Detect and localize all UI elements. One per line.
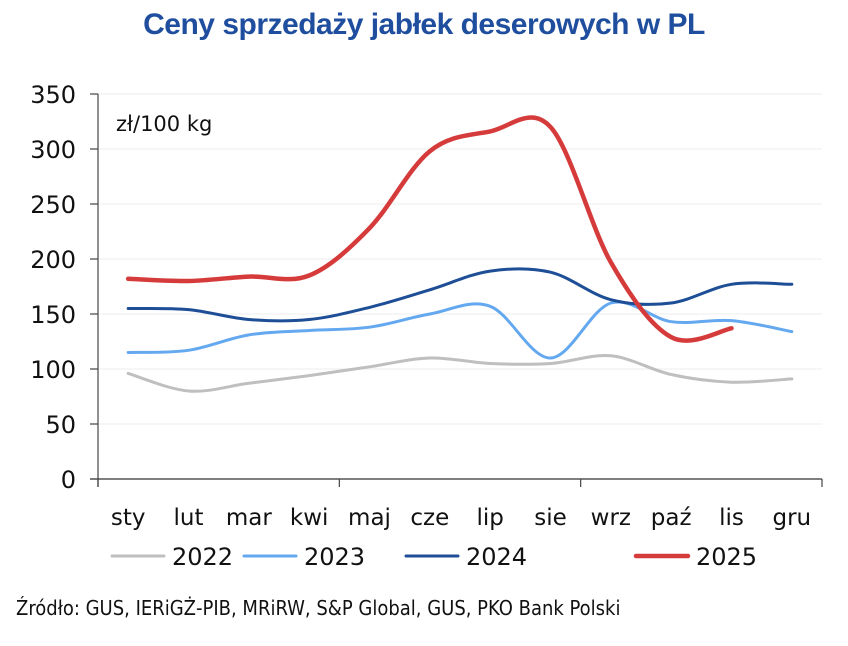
chart-title: Ceny sprzedaży jabłek deserowych w PL xyxy=(143,8,705,41)
y-tick-label: 0 xyxy=(61,466,76,494)
source-note: Źródło: GUS, IERiGŻ-PIB, MRiRW, S&P Glob… xyxy=(16,596,621,620)
line-chart: 0 50 100 150 200 250 300 350 sty lut mar kwi maj cze… xyxy=(30,81,823,571)
y-tick-label: 200 xyxy=(30,246,76,274)
legend-label-2022: 2022 xyxy=(172,543,233,571)
y-tick-label: 50 xyxy=(45,411,76,439)
series-line-2023 xyxy=(126,300,794,360)
x-tick-label: gru xyxy=(773,505,812,531)
legend-label-2023: 2023 xyxy=(304,543,365,571)
series-line-2025 xyxy=(125,115,734,343)
y-tick-label: 350 xyxy=(30,81,76,109)
x-tick-label: mar xyxy=(226,505,272,531)
y-tick-label: 250 xyxy=(30,191,76,219)
series-lines xyxy=(125,115,794,393)
x-tick-label: wrz xyxy=(591,505,631,531)
series-line-2022 xyxy=(126,354,794,393)
y-tick-label: 300 xyxy=(30,136,76,164)
y-tick-label: 100 xyxy=(30,356,76,384)
legend: 2022 2023 2024 2025 xyxy=(110,543,757,571)
unit-label: zł/100 kg xyxy=(116,112,212,136)
x-tick-label: sty xyxy=(111,505,146,531)
x-tick-label: kwi xyxy=(290,505,329,531)
legend-label-2025: 2025 xyxy=(696,543,757,571)
x-tick-label: sie xyxy=(534,505,567,531)
x-tick-label: maj xyxy=(348,505,391,531)
y-tick-label: 150 xyxy=(30,301,76,329)
x-tick-label: lis xyxy=(719,505,744,531)
x-tick-label: lip xyxy=(476,505,503,531)
axes xyxy=(90,94,822,487)
y-axis-ticks: 0 50 100 150 200 250 300 350 xyxy=(30,81,98,494)
x-tick-label: lut xyxy=(174,505,204,531)
series-line-2024 xyxy=(126,267,794,323)
x-tick-label: paź xyxy=(651,505,692,531)
x-axis-ticks: sty lut mar kwi maj cze lip sie wrz paź lis gru xyxy=(97,479,823,531)
x-tick-label: cze xyxy=(410,505,449,531)
gridlines xyxy=(98,93,822,425)
legend-label-2024: 2024 xyxy=(466,543,527,571)
